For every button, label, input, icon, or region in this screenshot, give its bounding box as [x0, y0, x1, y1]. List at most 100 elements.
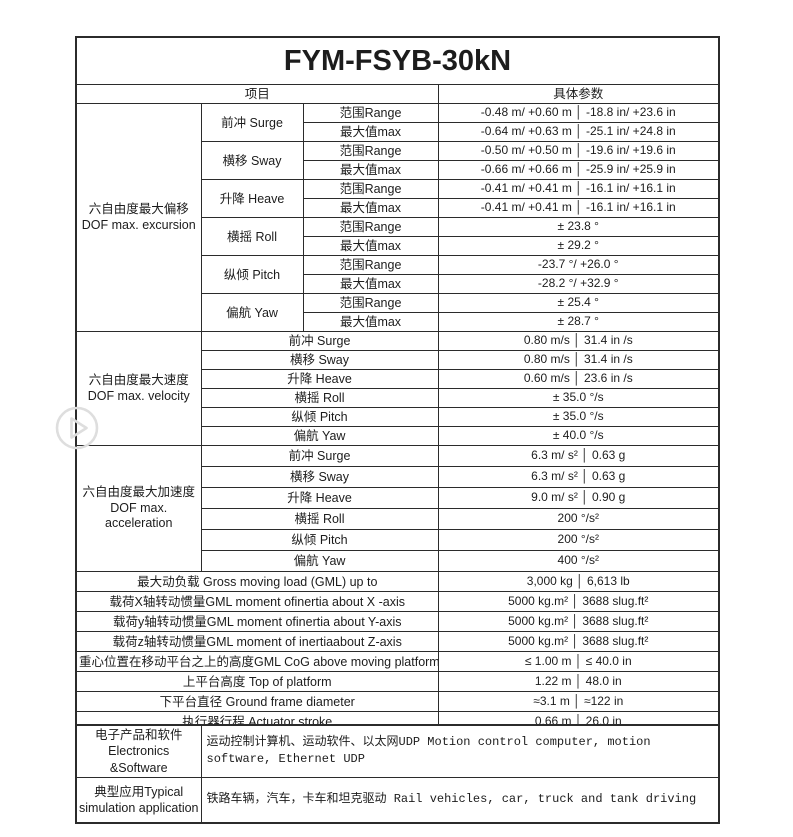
- spec-label: 上平台高度 Top of platform: [75, 671, 439, 692]
- spec-label: 下平台直径 Ground frame diameter: [75, 691, 439, 712]
- table-row: 上平台高度 Top of platform 1.22 m │ 48.0 in: [75, 671, 720, 692]
- range-label: 范围Range: [302, 293, 439, 313]
- table-row: 横移 Sway 6.3 m/ s² │ 0.63 g: [76, 466, 720, 488]
- max-value: -0.64 m/ +0.63 m │ -25.1 in/ +24.8 in: [437, 122, 720, 142]
- group-label-excursion: 六自由度最大偏移 DOF max. excursion: [75, 103, 202, 332]
- dof-name: 偏航 Yaw: [200, 426, 439, 446]
- group-label-en: DOF max. excursion: [81, 217, 196, 232]
- spec-value: 1.22 m │ 48.0 in: [437, 671, 720, 692]
- acceleration-value: 6.3 m/ s² │ 0.63 g: [437, 445, 720, 467]
- dof-name: 横摇 Roll: [200, 508, 439, 530]
- range-label: 范围Range: [302, 141, 439, 161]
- header-row: 项目 具体参数: [75, 84, 720, 104]
- column-header-items: 项目: [75, 84, 439, 104]
- group-label-en: DOF max. velocity: [87, 388, 190, 403]
- spec-value: ≤ 1.00 m │ ≤ 40.0 in: [437, 651, 720, 672]
- table-row: 六自由度最大偏移 DOF max. excursion 前冲 Surge 范围R…: [75, 103, 720, 332]
- table-row: 横移 Sway 0.80 m/s │ 31.4 in /s: [76, 350, 720, 370]
- acceleration-value: 400 °/s²: [437, 550, 720, 572]
- dof-name: 纵倾 Pitch: [200, 529, 439, 551]
- max-label: 最大值max: [302, 312, 439, 332]
- max-label: 最大值max: [302, 236, 439, 256]
- range-label: 范围Range: [302, 103, 439, 123]
- spec-label: 载荷y轴转动惯量GML moment ofinertia about Y-axi…: [75, 611, 439, 632]
- table-row: 载荷y轴转动惯量GML moment ofinertia about Y-axi…: [75, 611, 720, 632]
- velocity-value: 0.60 m/s │ 23.6 in /s: [437, 369, 720, 389]
- footer-label-electronics: 电子产品和软件 Electronics &Software: [75, 724, 202, 778]
- dof-name: 升降 Heave: [200, 369, 439, 389]
- spec-label: 重心位置在移动平台之上的高度GML CoG above moving platf…: [75, 651, 439, 672]
- velocity-value: 0.80 m/s │ 31.4 in /s: [437, 331, 720, 351]
- footer-label-application: 典型应用Typical simulation application: [75, 776, 202, 824]
- max-value: ± 28.7 °: [437, 312, 720, 332]
- spec-value: 3,000 kg │ 6,613 lb: [437, 571, 720, 592]
- column-header-params: 具体参数: [437, 84, 720, 104]
- range-value: -0.48 m/ +0.60 m │ -18.8 in/ +23.6 in: [437, 103, 720, 123]
- table-row: 载荷z轴转动惯量GML moment of inertiaabout Z-axi…: [75, 631, 720, 652]
- footer-table: 电子产品和软件 Electronics &Software 运动控制计算机、运动…: [75, 724, 720, 824]
- carousel-next-icon: [55, 406, 99, 450]
- acceleration-value: 200 °/s²: [437, 508, 720, 530]
- table-row: 六自由度最大加速度 DOF max. acceleration 前冲 Surge…: [75, 445, 720, 572]
- dof-name: 偏航 Yaw: [200, 550, 439, 572]
- table-row: 最大值max ± 29.2 °: [76, 236, 720, 256]
- carousel-next-button[interactable]: [54, 405, 100, 456]
- max-value: -0.41 m/ +0.41 m │ -16.1 in/ +16.1 in: [437, 198, 720, 218]
- dof-name: 横移 Sway: [200, 141, 304, 180]
- table-row: 升降 Heave 9.0 m/ s² │ 0.90 g: [76, 487, 720, 509]
- range-label: 范围Range: [302, 255, 439, 275]
- max-label: 最大值max: [302, 198, 439, 218]
- table-row: 偏航 Yaw ± 40.0 °/s: [76, 426, 720, 446]
- table-row: 下平台直径 Ground frame diameter ≈3.1 m │ ≈12…: [75, 691, 720, 712]
- acceleration-value: 200 °/s²: [437, 529, 720, 551]
- table-row: 最大值max ± 28.7 °: [76, 312, 720, 332]
- spec-label: 载荷z轴转动惯量GML moment of inertiaabout Z-axi…: [75, 631, 439, 652]
- max-label: 最大值max: [302, 274, 439, 294]
- velocity-value: ± 40.0 °/s: [437, 426, 720, 446]
- title-row: FYM-FSYB-30kN: [75, 36, 720, 85]
- footer-label-zh: 典型应用Typical: [94, 784, 184, 799]
- dof-name: 前冲 Surge: [200, 445, 439, 467]
- footer-label-en: Electronics &Software: [108, 744, 170, 775]
- spec-value: 5000 kg.m² │ 3688 slug.ft²: [437, 611, 720, 632]
- table-row: 升降 Heave 0.60 m/s │ 23.6 in /s: [76, 369, 720, 389]
- spec-label: 载荷X轴转动惯量GML moment ofinertia about X -ax…: [75, 591, 439, 612]
- range-value: -23.7 °/ +26.0 °: [437, 255, 720, 275]
- spec-table: FYM-FSYB-30kN 项目 具体参数 六自由度最大偏移 DOF max. …: [75, 36, 721, 793]
- max-value: ± 29.2 °: [437, 236, 720, 256]
- dof-name: 前冲 Surge: [200, 331, 439, 351]
- table-row: 六自由度最大速度 DOF max. velocity 前冲 Surge 0.80…: [75, 331, 720, 446]
- range-label: 范围Range: [302, 217, 439, 237]
- spec-value: 5000 kg.m² │ 3688 slug.ft²: [437, 631, 720, 652]
- dof-name: 偏航 Yaw: [200, 293, 304, 332]
- table-row: 横移 Sway 范围Range -0.50 m/ +0.50 m │ -19.6…: [76, 141, 720, 180]
- footer-content-electronics: 运动控制计算机、运动软件、以太网UDP Motion control compu…: [200, 724, 720, 778]
- dof-name: 横摇 Roll: [200, 217, 304, 256]
- table-row: 电子产品和软件 Electronics &Software 运动控制计算机、运动…: [75, 724, 720, 778]
- dof-name: 横摇 Roll: [200, 388, 439, 408]
- table-row: 横摇 Roll 200 °/s²: [76, 508, 720, 530]
- dof-name: 升降 Heave: [200, 487, 439, 509]
- group-label-zh: 六自由度最大速度: [88, 372, 189, 387]
- range-value: ± 23.8 °: [437, 217, 720, 237]
- table-row: 最大值max -0.41 m/ +0.41 m │ -16.1 in/ +16.…: [76, 198, 720, 218]
- velocity-value: 0.80 m/s │ 31.4 in /s: [437, 350, 720, 370]
- dof-name: 纵倾 Pitch: [200, 255, 304, 294]
- range-value: -0.50 m/ +0.50 m │ -19.6 in/ +19.6 in: [437, 141, 720, 161]
- range-label: 范围Range: [302, 179, 439, 199]
- group-label-zh: 六自由度最大加速度: [82, 485, 195, 500]
- dof-name: 前冲 Surge: [200, 103, 304, 142]
- table-row: 偏航 Yaw 400 °/s²: [76, 550, 720, 572]
- spec-value: ≈3.1 m │ ≈122 in: [437, 691, 720, 712]
- spec-value: 5000 kg.m² │ 3688 slug.ft²: [437, 591, 720, 612]
- range-value: ± 25.4 °: [437, 293, 720, 313]
- velocity-value: ± 35.0 °/s: [437, 407, 720, 427]
- dof-name: 横移 Sway: [200, 466, 439, 488]
- table-row: 典型应用Typical simulation application 铁路车辆，…: [75, 776, 720, 824]
- group-label-en: DOF max. acceleration: [105, 500, 173, 531]
- footer-label-zh: 电子产品和软件: [94, 728, 183, 742]
- spec-label: 最大动负载 Gross moving load (GML) up to: [75, 571, 439, 592]
- acceleration-value: 6.3 m/ s² │ 0.63 g: [437, 466, 720, 488]
- dof-name: 升降 Heave: [200, 179, 304, 218]
- acceleration-value: 9.0 m/ s² │ 0.90 g: [437, 487, 720, 509]
